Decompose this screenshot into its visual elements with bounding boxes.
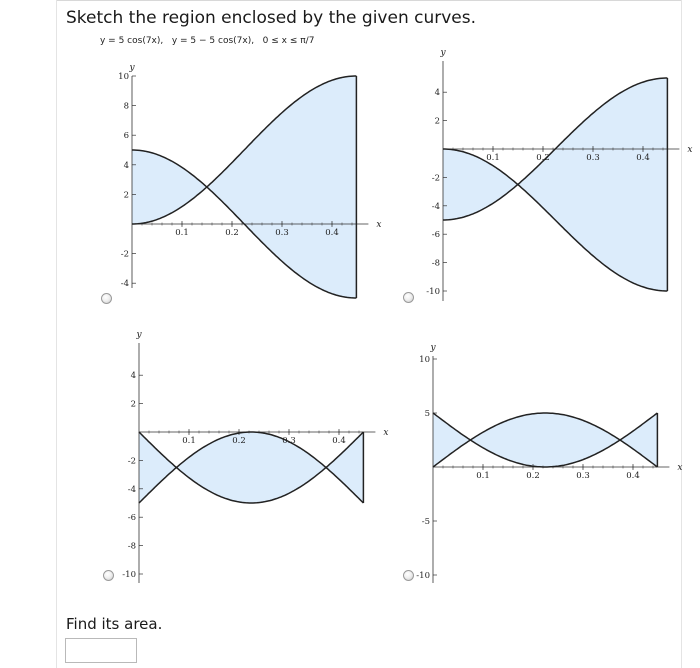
x-tick-label: 0.1 xyxy=(486,153,500,163)
graph-b-svg: 0.1 0.2 0.3 0.4 4 2 -2 -4 -6 -8 -10 x y xyxy=(426,48,692,301)
x-tick-label: 0.4 xyxy=(332,436,346,446)
radio-option-c[interactable] xyxy=(103,570,114,581)
curve-f xyxy=(132,149,357,299)
y-tick-label: -6 xyxy=(432,230,440,240)
x-tick-label: 0.2 xyxy=(536,153,550,163)
x-tick-label: 0.2 xyxy=(526,471,540,481)
y-axis-label: y xyxy=(135,330,142,340)
x-tick-label: 0.4 xyxy=(325,228,339,238)
y-tick-label: -4 xyxy=(432,202,440,212)
y-tick-label: -2 xyxy=(432,173,440,183)
region-fill xyxy=(433,413,658,467)
y-tick-label: -10 xyxy=(122,570,136,580)
x-axis-label: x xyxy=(376,220,381,230)
y-tick-label: 2 xyxy=(124,190,129,200)
y-tick-label: -6 xyxy=(128,513,136,523)
y-tick-label: -2 xyxy=(121,250,129,260)
x-axis-label: x xyxy=(687,145,692,155)
y-tick-label: 10 xyxy=(419,355,430,365)
x-tick-label: 0.4 xyxy=(626,471,640,481)
y-tick-label: 4 xyxy=(124,161,129,171)
y-tick-label: -4 xyxy=(121,279,129,289)
y-tick-label: 10 xyxy=(118,72,129,82)
y-tick-label: 2 xyxy=(131,400,136,410)
y-tick-label: 5 xyxy=(425,409,430,419)
graph-option-b: 0.1 0.2 0.3 0.4 4 2 -2 -4 -6 -8 -10 x y xyxy=(400,48,692,306)
x-tick-label: 0.2 xyxy=(225,228,239,238)
y-tick-label: -5 xyxy=(422,517,430,527)
x-tick-label: 0.3 xyxy=(275,228,289,238)
y-tick-label: -10 xyxy=(426,287,440,297)
area-question-label: Find its area. xyxy=(66,615,163,633)
graph-option-d: 0.1 0.2 0.3 0.4 10 5 -5 -10 x y xyxy=(400,338,690,588)
y-tick-label: 4 xyxy=(435,88,440,98)
area-answer-input[interactable] xyxy=(65,638,137,663)
question-frame xyxy=(56,0,682,668)
y-tick-label: 6 xyxy=(124,131,129,141)
graph-option-c: 0.1 0.2 0.3 0.4 4 2 -2 -4 -6 -8 -10 x y xyxy=(96,330,388,588)
y-tick-label: -2 xyxy=(128,456,136,466)
radio-option-d[interactable] xyxy=(403,570,414,581)
x-tick-label: 0.1 xyxy=(182,436,196,446)
graph-d-svg: 0.1 0.2 0.3 0.4 10 5 -5 -10 x y xyxy=(416,343,682,583)
curve-g xyxy=(138,431,364,504)
y-tick-label: 8 xyxy=(124,102,129,112)
y-tick-label: -8 xyxy=(432,259,440,269)
radio-option-b[interactable] xyxy=(403,292,414,303)
graph-a-svg: 0.1 0.2 0.3 0.4 10 8 6 4 2 -2 -4 x y xyxy=(118,63,381,299)
x-axis-label: x xyxy=(383,428,388,438)
x-tick-label: 0.2 xyxy=(232,436,246,446)
curve-g xyxy=(132,75,357,225)
region-fill xyxy=(132,76,357,298)
y-axis-label: y xyxy=(429,343,436,353)
x-tick-label: 0.4 xyxy=(636,153,650,163)
region-fill xyxy=(443,78,668,291)
x-tick-label: 0.3 xyxy=(586,153,600,163)
graph-option-a: 0.1 0.2 0.3 0.4 10 8 6 4 2 -2 -4 x y xyxy=(96,56,381,306)
region-fill xyxy=(139,432,364,503)
curve-f xyxy=(443,77,668,221)
equation-text: y = 5 cos(7x), y = 5 − 5 cos(7x), 0 ≤ x … xyxy=(100,36,315,46)
x-tick-label: 0.3 xyxy=(576,471,590,481)
y-tick-label: -4 xyxy=(128,485,136,495)
curve-g xyxy=(443,148,668,292)
x-axis-label: x xyxy=(677,463,682,473)
y-axis-label: y xyxy=(128,63,135,73)
y-tick-label: 4 xyxy=(131,371,136,381)
x-tick-label: 0.1 xyxy=(175,228,189,238)
y-axis-label: y xyxy=(439,48,446,58)
top-border xyxy=(56,0,682,1)
radio-option-a[interactable] xyxy=(101,293,112,304)
x-tick-label: 0.1 xyxy=(476,471,490,481)
curve-g xyxy=(432,412,658,468)
y-tick-label: -10 xyxy=(416,571,430,581)
y-tick-label: -8 xyxy=(128,542,136,552)
y-tick-label: 2 xyxy=(435,117,440,127)
question-prompt: Sketch the region enclosed by the given … xyxy=(66,8,477,28)
